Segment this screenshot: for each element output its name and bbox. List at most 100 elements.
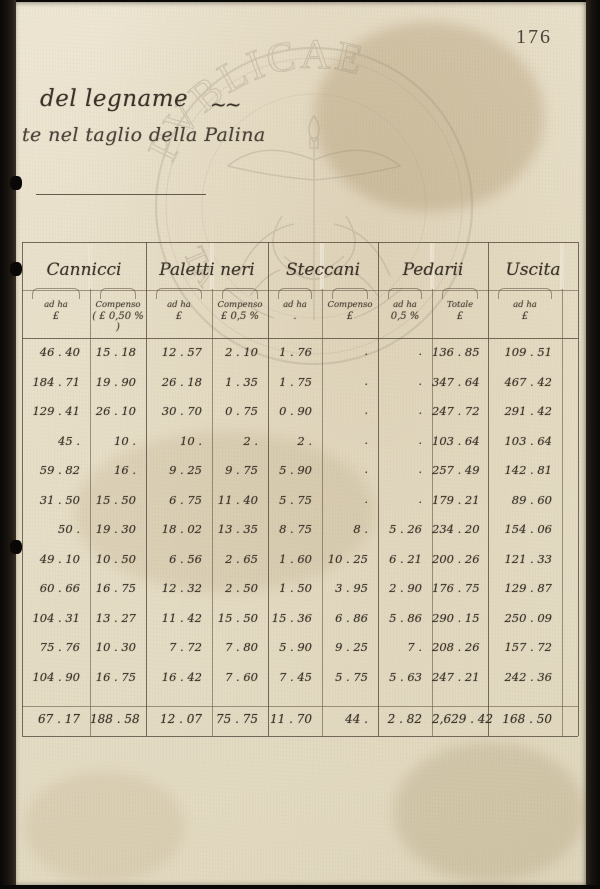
table-cell: . (364, 463, 369, 476)
totals-cell: 168 . 50 (502, 712, 552, 726)
paper-stain (74, 432, 374, 592)
head-cell-mask (560, 243, 564, 289)
table-cell: 75 . 76 (39, 640, 80, 654)
column-subheader: Compenso £ (322, 300, 378, 322)
table-cell: 59 . 82 (39, 463, 80, 477)
table-cell: 5 . 75 (279, 492, 312, 507)
folio-number: 176 (516, 26, 552, 48)
table-cell: 6 . 86 (335, 610, 368, 625)
table-cell: 45 . (58, 433, 80, 448)
table-cell: 136 . 85 (432, 345, 480, 359)
title-flourish: ~~ (210, 92, 241, 116)
horizontal-rule (36, 194, 206, 195)
table-cell: 89 . 60 (511, 492, 552, 507)
manuscript-page: PVBLICAE TA (14, 2, 586, 886)
column-subheader: Compenso( £ 0,50 % ) (90, 300, 146, 333)
subheader-brace (32, 288, 80, 299)
totals-cell: 188 . 58 (90, 712, 140, 726)
column-subheader: ad ha £ (146, 300, 212, 322)
table-cell: 250 . 09 (504, 610, 552, 625)
table-cell: 103 . 64 (432, 433, 480, 448)
table-cell: 257 . 49 (432, 463, 480, 477)
table-cell: 11 . 42 (161, 610, 202, 625)
table-cell: 5 . 90 (279, 640, 312, 654)
table-cell: 104 . 31 (32, 610, 80, 625)
table-cell: 200 . 26 (432, 551, 480, 566)
table-rule (22, 736, 578, 737)
column-subheader: ad ha £ (488, 300, 562, 322)
table-cell: 19 . 90 (95, 374, 136, 389)
table-cell: 5 . 86 (389, 610, 422, 625)
table-cell: 30 . 70 (161, 404, 202, 418)
table-cell: 12 . 57 (161, 345, 202, 359)
table-cell: 2 . 65 (225, 551, 258, 566)
table-cell: 9 . 75 (225, 463, 258, 477)
table-cell: . (364, 492, 369, 506)
page-edge-nick (10, 176, 22, 190)
head-cell-mask (210, 243, 214, 289)
table-cell: 49 . 10 (39, 551, 80, 566)
ledger-table: Cannicci Paletti neri Steccani Pedarii Uscit… (22, 242, 579, 737)
table-cell: 16 . 75 (95, 669, 136, 684)
paper-stain (314, 22, 544, 212)
table-cell: 13 . 35 (217, 522, 258, 536)
table-cell: . (364, 404, 369, 417)
table-cell: 103 . 64 (504, 433, 552, 448)
table-cell: 8 . 75 (279, 522, 312, 536)
table-cell: 9 . 25 (335, 640, 368, 654)
title-line-primary: del legname (40, 86, 189, 112)
column-group-uscita: Uscita (505, 260, 561, 280)
table-cell: 467 . 42 (504, 374, 552, 389)
totals-cell: 2 . 82 (387, 712, 422, 726)
table-cell: 12 . 32 (161, 581, 202, 595)
table-cell: 247 . 21 (432, 669, 480, 684)
subheader-line-2: . (293, 311, 297, 322)
column-subheader: ad ha 0,5 % (378, 300, 432, 322)
table-cell: 1 . 50 (279, 581, 312, 595)
table-column-divider (322, 242, 323, 736)
table-cell: 247 . 72 (432, 404, 480, 418)
table-cell: 15 . 50 (217, 610, 258, 625)
table-cell: 10 . (180, 433, 202, 448)
subheader-line-1: ad ha (393, 300, 417, 310)
table-cell: 26 . 18 (161, 374, 202, 389)
table-cell: 16 . 75 (95, 581, 136, 595)
subheader-line-2: £ (521, 311, 529, 322)
table-cell: 5 . 90 (279, 463, 312, 477)
table-cell: 2 . (297, 433, 312, 448)
subheader-line-2: £ (456, 311, 464, 322)
table-cell: . (418, 404, 423, 417)
table-cell: . (418, 492, 423, 506)
page-edge-bottom (0, 885, 600, 889)
table-cell: 7 . 60 (225, 669, 258, 684)
table-cell: 129 . 41 (32, 404, 80, 418)
table-column-divider (432, 242, 433, 736)
table-cell: 109 . 51 (504, 345, 552, 359)
table-cell: 10 . (114, 433, 136, 448)
subheader-line-2: £ 0,5 % (220, 311, 260, 322)
table-cell: 2 . 50 (225, 581, 258, 595)
totals-cell: 12 . 07 (160, 712, 202, 726)
column-group-steccani: Steccani (285, 260, 361, 280)
subheader-line-2: ( £ 0,50 % ) (92, 311, 144, 333)
table-cell: 5 . 75 (335, 669, 368, 684)
table-cell: 11 . 40 (217, 492, 258, 507)
table-rule (22, 242, 578, 243)
subheader-line-2: £ (52, 311, 60, 322)
subheader-brace (388, 288, 422, 299)
subheader-line-2: £ (175, 311, 183, 322)
table-column-divider (212, 242, 213, 736)
table-cell: 10 . 25 (327, 551, 368, 566)
table-cell: 5 . 26 (389, 522, 422, 536)
table-cell: 129 . 87 (504, 581, 552, 595)
table-cell: 208 . 26 (432, 640, 480, 654)
table-cell: 6 . 75 (169, 492, 202, 507)
table-cell: 2 . (243, 433, 258, 448)
totals-cell: 67 . 17 (38, 712, 80, 726)
head-cell-mask (430, 243, 434, 289)
table-cell: . (364, 345, 369, 358)
table-cell: 176 . 75 (432, 581, 480, 595)
table-cell: . (418, 433, 423, 447)
subheader-line-1: ad ha (283, 300, 307, 310)
table-cell: 26 . 10 (95, 404, 136, 418)
